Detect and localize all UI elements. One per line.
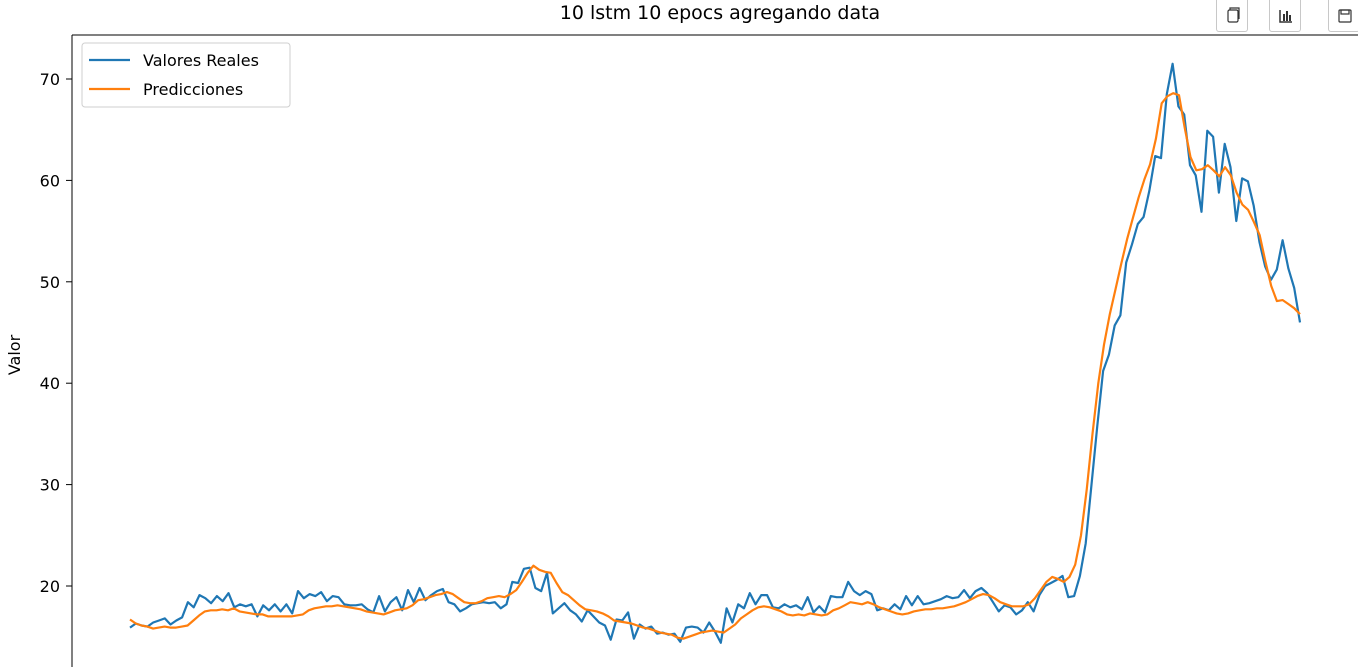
- y-tick-label: 50: [40, 273, 60, 292]
- chart-title: 10 lstm 10 epocs agregando data: [559, 2, 881, 24]
- y-tick-label: 30: [40, 476, 60, 495]
- series-line-valores-reales: [129, 62, 1302, 644]
- y-tick-label: 20: [40, 577, 60, 596]
- y-axis-label: Valor: [5, 334, 24, 375]
- y-tick-label: 70: [40, 70, 60, 89]
- copy-button[interactable]: [1216, 0, 1248, 32]
- bar-chart-icon: [1279, 10, 1292, 23]
- copy-icon: [1227, 7, 1240, 23]
- axes: 20 30 40 50 60 70: [40, 34, 1358, 667]
- y-tick-label: 40: [40, 374, 60, 393]
- y-tick-label: 60: [40, 171, 60, 190]
- chart-view-button[interactable]: [1269, 0, 1301, 32]
- legend-label-valores-reales: Valores Reales: [143, 51, 259, 70]
- legend-frame: [81, 42, 291, 108]
- save-icon: [1338, 9, 1352, 23]
- series-line-predicciones: [129, 92, 1301, 640]
- save-button[interactable]: [1328, 0, 1358, 32]
- legend-label-predicciones: Predicciones: [143, 80, 243, 99]
- legend: Valores Reales Predicciones: [81, 42, 291, 108]
